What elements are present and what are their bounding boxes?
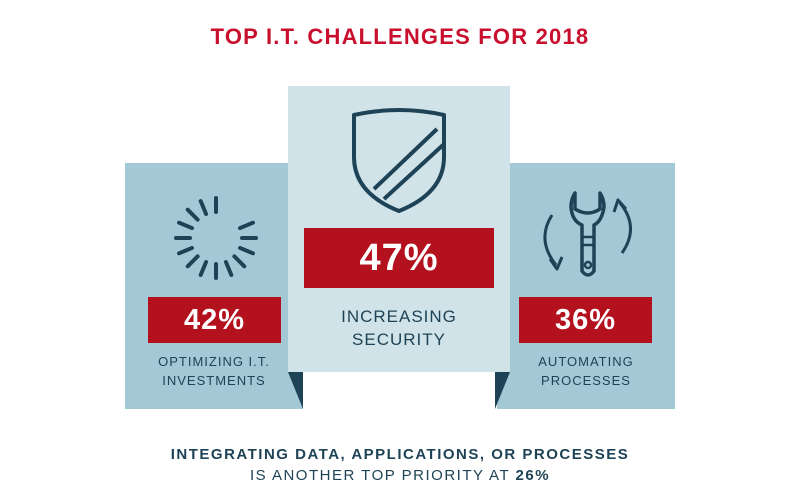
label-optimizing: OPTIMIZING I.T. INVESTMENTS [125, 352, 303, 390]
spinner-spoke [185, 254, 200, 269]
label-automating: AUTOMATING PROCESSES [497, 352, 675, 390]
label-automating-line1: AUTOMATING [538, 354, 634, 369]
ribbon-fold-left [288, 372, 303, 409]
label-security: INCREASING SECURITY [288, 305, 510, 351]
spinner-spoke [185, 207, 200, 222]
spinner-spoke [232, 254, 247, 269]
infographic-title: TOP I.T. CHALLENGES FOR 2018 [210, 24, 590, 49]
label-security-line1: INCREASING [341, 307, 457, 326]
footer-line2: IS ANOTHER TOP PRIORITY AT 26% [0, 467, 800, 484]
spinner-spoke [177, 245, 194, 256]
percent-optimizing: 42% [148, 297, 281, 343]
shield-icon [352, 108, 446, 213]
percent-automating: 36% [519, 297, 652, 343]
label-optimizing-line1: OPTIMIZING I.T. [158, 354, 270, 369]
footer-value: 26% [515, 467, 551, 484]
spinner-spoke [198, 260, 209, 277]
label-automating-line2: PROCESSES [541, 373, 631, 388]
challenge-card-automating [497, 163, 675, 409]
spinner-spoke [238, 245, 255, 256]
spinner-spoke [177, 220, 194, 231]
label-security-line2: SECURITY [352, 330, 446, 349]
label-optimizing-line2: INVESTMENTS [162, 373, 266, 388]
wrench-cycle-icon [543, 191, 632, 277]
percent-security: 47% [304, 228, 494, 288]
footer-line2-text: IS ANOTHER TOP PRIORITY AT [249, 467, 510, 484]
spinner-spoke [238, 220, 255, 231]
ribbon-fold-right [495, 372, 510, 409]
loading-spinner-icon [174, 196, 258, 280]
spinner-spoke [223, 260, 234, 277]
footer-line1: INTEGRATING DATA, APPLICATIONS, OR PROCE… [170, 446, 630, 463]
spinner-spoke [198, 199, 209, 216]
